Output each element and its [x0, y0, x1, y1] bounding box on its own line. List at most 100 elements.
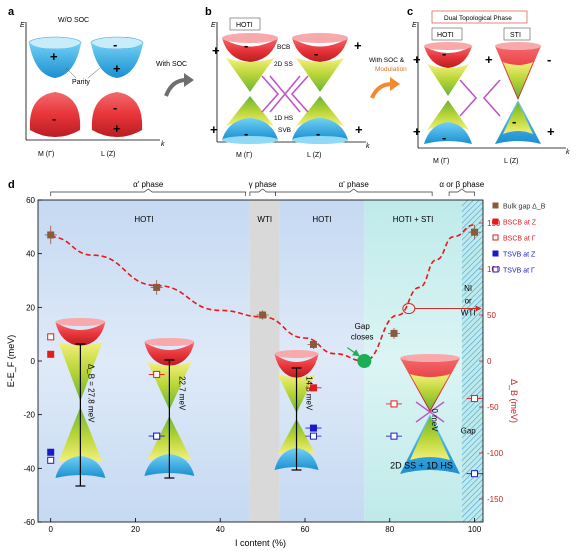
inset-25pct-upper-rim [144, 338, 195, 346]
point-4-4 [471, 470, 479, 478]
x-tick-label-2: 40 [216, 525, 225, 534]
inset-62pct-upper-band [274, 354, 319, 378]
panel-d: d α' phase γ phase α' phase α or β phase HO… [6, 179, 546, 548]
sign-b-3: + [354, 38, 362, 53]
legend-marker-2 [492, 234, 499, 241]
panel-a-lower-band-m [29, 92, 81, 137]
arrow-b-c-label-1: With SOC & [369, 57, 405, 64]
inset-81pct-hinge-right [428, 401, 445, 423]
panel-a-energy-label: E [20, 22, 25, 29]
panel-a-k-label-l: L (Z) [101, 151, 116, 158]
point-0-1 [153, 283, 161, 291]
region-labels: HOTI WTI HOTI HOTI + STI [134, 215, 433, 224]
panel-c-k-label-l: L (Z) [504, 158, 519, 165]
panel-a-lower-band-l [91, 92, 143, 137]
axes: 0 20 40 60 80 100 -60 -40 -20 0 20 40 60 -150 -100 -50 0… [6, 196, 519, 548]
chart-annotations: Gap closes NI or WTI Gap 2D SS + 1D HS [347, 284, 482, 470]
y-left-tick-label-1: -40 [23, 464, 35, 473]
panel-c-energy-label: E [412, 22, 417, 29]
phase-label-0: α' phase [133, 180, 164, 189]
sign-b-6: - [244, 126, 248, 141]
y-right-tick-label-0: -150 [487, 495, 504, 504]
panel-c-cones-m [424, 42, 472, 144]
gap-closes-marker [357, 354, 372, 368]
panel-c-tag-sti-box [503, 27, 531, 41]
panel-a-k-label-m: M (Γ) [38, 151, 54, 158]
sign-c-7: + [547, 124, 555, 139]
ni-wti-label-0: NI [464, 284, 472, 293]
y-left-tick-label-3: 0 [31, 357, 36, 366]
panel-letter-c: c [407, 6, 413, 18]
legend: Bulk gap Δ_B BSCB at Z BSCB at Γ TSVB at Z T… [492, 202, 546, 275]
point-0-0 [47, 231, 55, 239]
bulk-gap-fit-curve [50, 224, 475, 362]
panel-a-parity-label: Parity [72, 79, 90, 86]
y-right-tick-label-4: 50 [487, 311, 496, 320]
panel-a-parity-leader-1 [65, 67, 77, 79]
region-label-1: WTI [257, 215, 272, 224]
point-3-0 [47, 448, 55, 456]
sign-b-5: + [210, 122, 218, 137]
panel-a: a W/O SOC E k Parity + - + - + - M (Γ) L… [8, 6, 165, 158]
arrow-b-c-shaft [370, 82, 393, 99]
point-4-3 [390, 432, 398, 440]
sign-c-2: - [442, 46, 446, 61]
legend-label-2: BSCB at Γ [503, 236, 536, 243]
y-right-axis-label: Δ_B (meV) [509, 379, 519, 423]
legend-marker-1 [492, 218, 499, 225]
arrow-b-c-head [390, 77, 400, 91]
point-0-4 [390, 329, 398, 337]
region-wti-1 [249, 200, 280, 522]
point-2-0 [47, 333, 55, 341]
ni-wti-label-1: or [465, 296, 472, 305]
sign-b-4: - [314, 46, 318, 61]
x-tick-label-3: 60 [301, 525, 310, 534]
region-label-3: HOTI + STI [393, 215, 434, 224]
region-hoti-2 [279, 200, 365, 522]
sign-c-1: + [413, 52, 421, 67]
fit-curve-path [50, 224, 475, 362]
x-tick-label-0: 0 [48, 525, 53, 534]
data-points [44, 224, 483, 478]
point-4-0 [47, 456, 55, 464]
y-left-tick-label-0: -60 [23, 518, 35, 527]
sign-c-5: + [413, 124, 421, 139]
gap-closes-label-2: closes [351, 333, 374, 342]
bottom-label: 2D SS + 1D HS [390, 460, 453, 470]
legend-label-4: TSVB at Γ [503, 268, 535, 275]
point-2-3 [471, 395, 479, 403]
x-axis-label: I content (%) [235, 538, 286, 548]
phase-bracket-3 [448, 188, 475, 196]
sign-b-7: + [355, 122, 363, 137]
point-0-5 [471, 228, 479, 236]
sign-a-6: - [113, 100, 117, 115]
sign-a-5: + [113, 121, 121, 136]
panel-letter-a: a [8, 6, 15, 18]
x-tick-label-5: 100 [468, 525, 482, 534]
panel-c-k-label: k [566, 149, 570, 156]
y-right-tick-label-3: 0 [487, 357, 492, 366]
gap-value-label-3: 0 meV [430, 408, 439, 432]
arrow-a-b-label: With SOC [156, 61, 187, 68]
sign-b-2: - [244, 38, 248, 53]
panel-b-cones-m [222, 33, 278, 144]
panel-c-hinge-states [459, 79, 501, 117]
y-left-tick-label-6: 60 [26, 196, 35, 205]
panel-b-k-label-l: L (Z) [307, 152, 322, 159]
panel-letter-d: d [8, 179, 15, 191]
sign-c-3: + [485, 52, 493, 67]
gap-label: Gap [461, 426, 477, 435]
legend-marker-3 [492, 250, 499, 257]
phase-bracket-0 [50, 188, 247, 196]
inset-81pct-upper-rim [400, 354, 461, 362]
panel-letter-b: b [205, 6, 212, 18]
panel-b-tag-box [229, 17, 261, 31]
point-4-1 [153, 432, 161, 440]
sign-b-8: - [316, 126, 320, 141]
arrow-a-to-b: With SOC [156, 61, 194, 97]
sign-a-2: - [113, 37, 117, 52]
panel-a-upper-band-l [90, 36, 144, 78]
panel-c-header-box [431, 10, 528, 24]
gap-value-label-1: 22.7 meV [177, 376, 186, 411]
inset-81pct-upper-cone [410, 374, 451, 410]
